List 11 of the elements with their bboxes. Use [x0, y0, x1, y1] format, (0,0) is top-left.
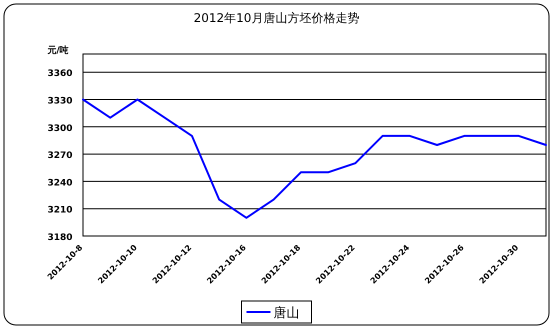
y-tick-label: 3210: [47, 206, 73, 216]
chart-title: 2012年10月唐山方坯价格走势: [194, 11, 360, 25]
y-axis-title: 元/吨: [46, 45, 69, 56]
legend-label: 唐山: [274, 306, 300, 321]
y-tick-label: 3330: [47, 96, 73, 106]
y-tick-label: 3360: [47, 69, 73, 80]
line-series: [82, 98, 547, 219]
y-tick-label: 3300: [47, 124, 73, 134]
y-tick-label: 3180: [47, 233, 73, 243]
y-tick-label: 3240: [47, 178, 73, 188]
y-tick-label: 3270: [47, 151, 73, 162]
